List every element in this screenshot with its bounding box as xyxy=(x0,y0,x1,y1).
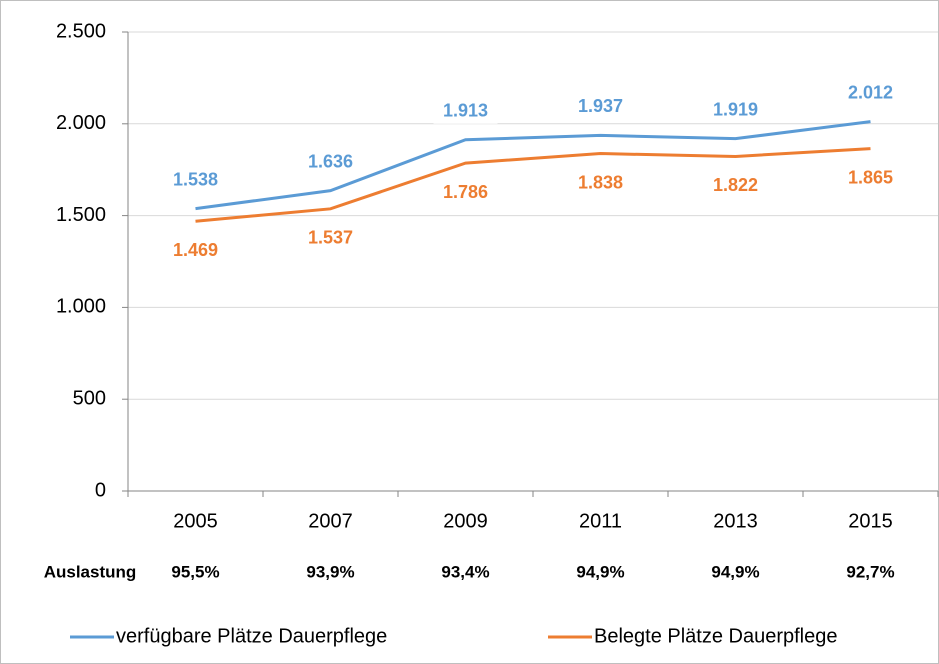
data-label: 1.822 xyxy=(713,175,758,195)
label-background xyxy=(163,168,228,193)
label-background xyxy=(433,99,498,124)
label-background xyxy=(568,95,633,120)
data-label: 1.838 xyxy=(578,172,623,192)
x-tick-label: 2007 xyxy=(308,510,353,532)
utilization-value: 93,9% xyxy=(306,562,354,581)
data-label: 1.469 xyxy=(173,240,218,260)
utilization-value: 94,9% xyxy=(576,562,624,581)
y-tick-label: 1.000 xyxy=(56,296,106,318)
x-tick-label: 2011 xyxy=(579,510,622,532)
data-label: 1.913 xyxy=(443,101,488,121)
utilization-value: 92,7% xyxy=(846,562,894,581)
data-label: 1.537 xyxy=(308,228,353,248)
x-tick-label: 2005 xyxy=(173,510,218,532)
legend-label: Belegte Plätze Dauerpflege xyxy=(594,625,838,647)
label-background xyxy=(703,98,768,123)
data-label: 1.636 xyxy=(308,151,353,171)
y-tick-label: 2.500 xyxy=(56,20,106,42)
x-tick-label: 2015 xyxy=(848,510,893,532)
legend-label: verfügbare Plätze Dauerpflege xyxy=(116,625,387,647)
data-label: 1.786 xyxy=(443,182,488,202)
data-label: 1.919 xyxy=(713,99,758,119)
utilization-value: 94,9% xyxy=(711,562,759,581)
y-tick-label: 0 xyxy=(95,479,106,501)
x-tick-label: 2009 xyxy=(443,510,488,532)
data-label: 1.538 xyxy=(173,169,218,189)
data-label: 1.865 xyxy=(848,167,893,187)
label-background xyxy=(298,150,363,175)
y-tick-label: 500 xyxy=(73,387,106,409)
utilization-value: 93,4% xyxy=(441,562,489,581)
label-background xyxy=(838,81,903,106)
row-label: Auslastung xyxy=(44,562,137,581)
utilization-value: 95,5% xyxy=(171,562,219,581)
x-tick-label: 2013 xyxy=(713,510,758,532)
y-tick-label: 2.000 xyxy=(56,112,106,134)
series-line xyxy=(195,120,871,211)
y-tick-label: 1.500 xyxy=(56,204,106,226)
data-label: 1.937 xyxy=(578,96,623,116)
data-label: 2.012 xyxy=(848,82,893,102)
series-line xyxy=(195,147,871,223)
